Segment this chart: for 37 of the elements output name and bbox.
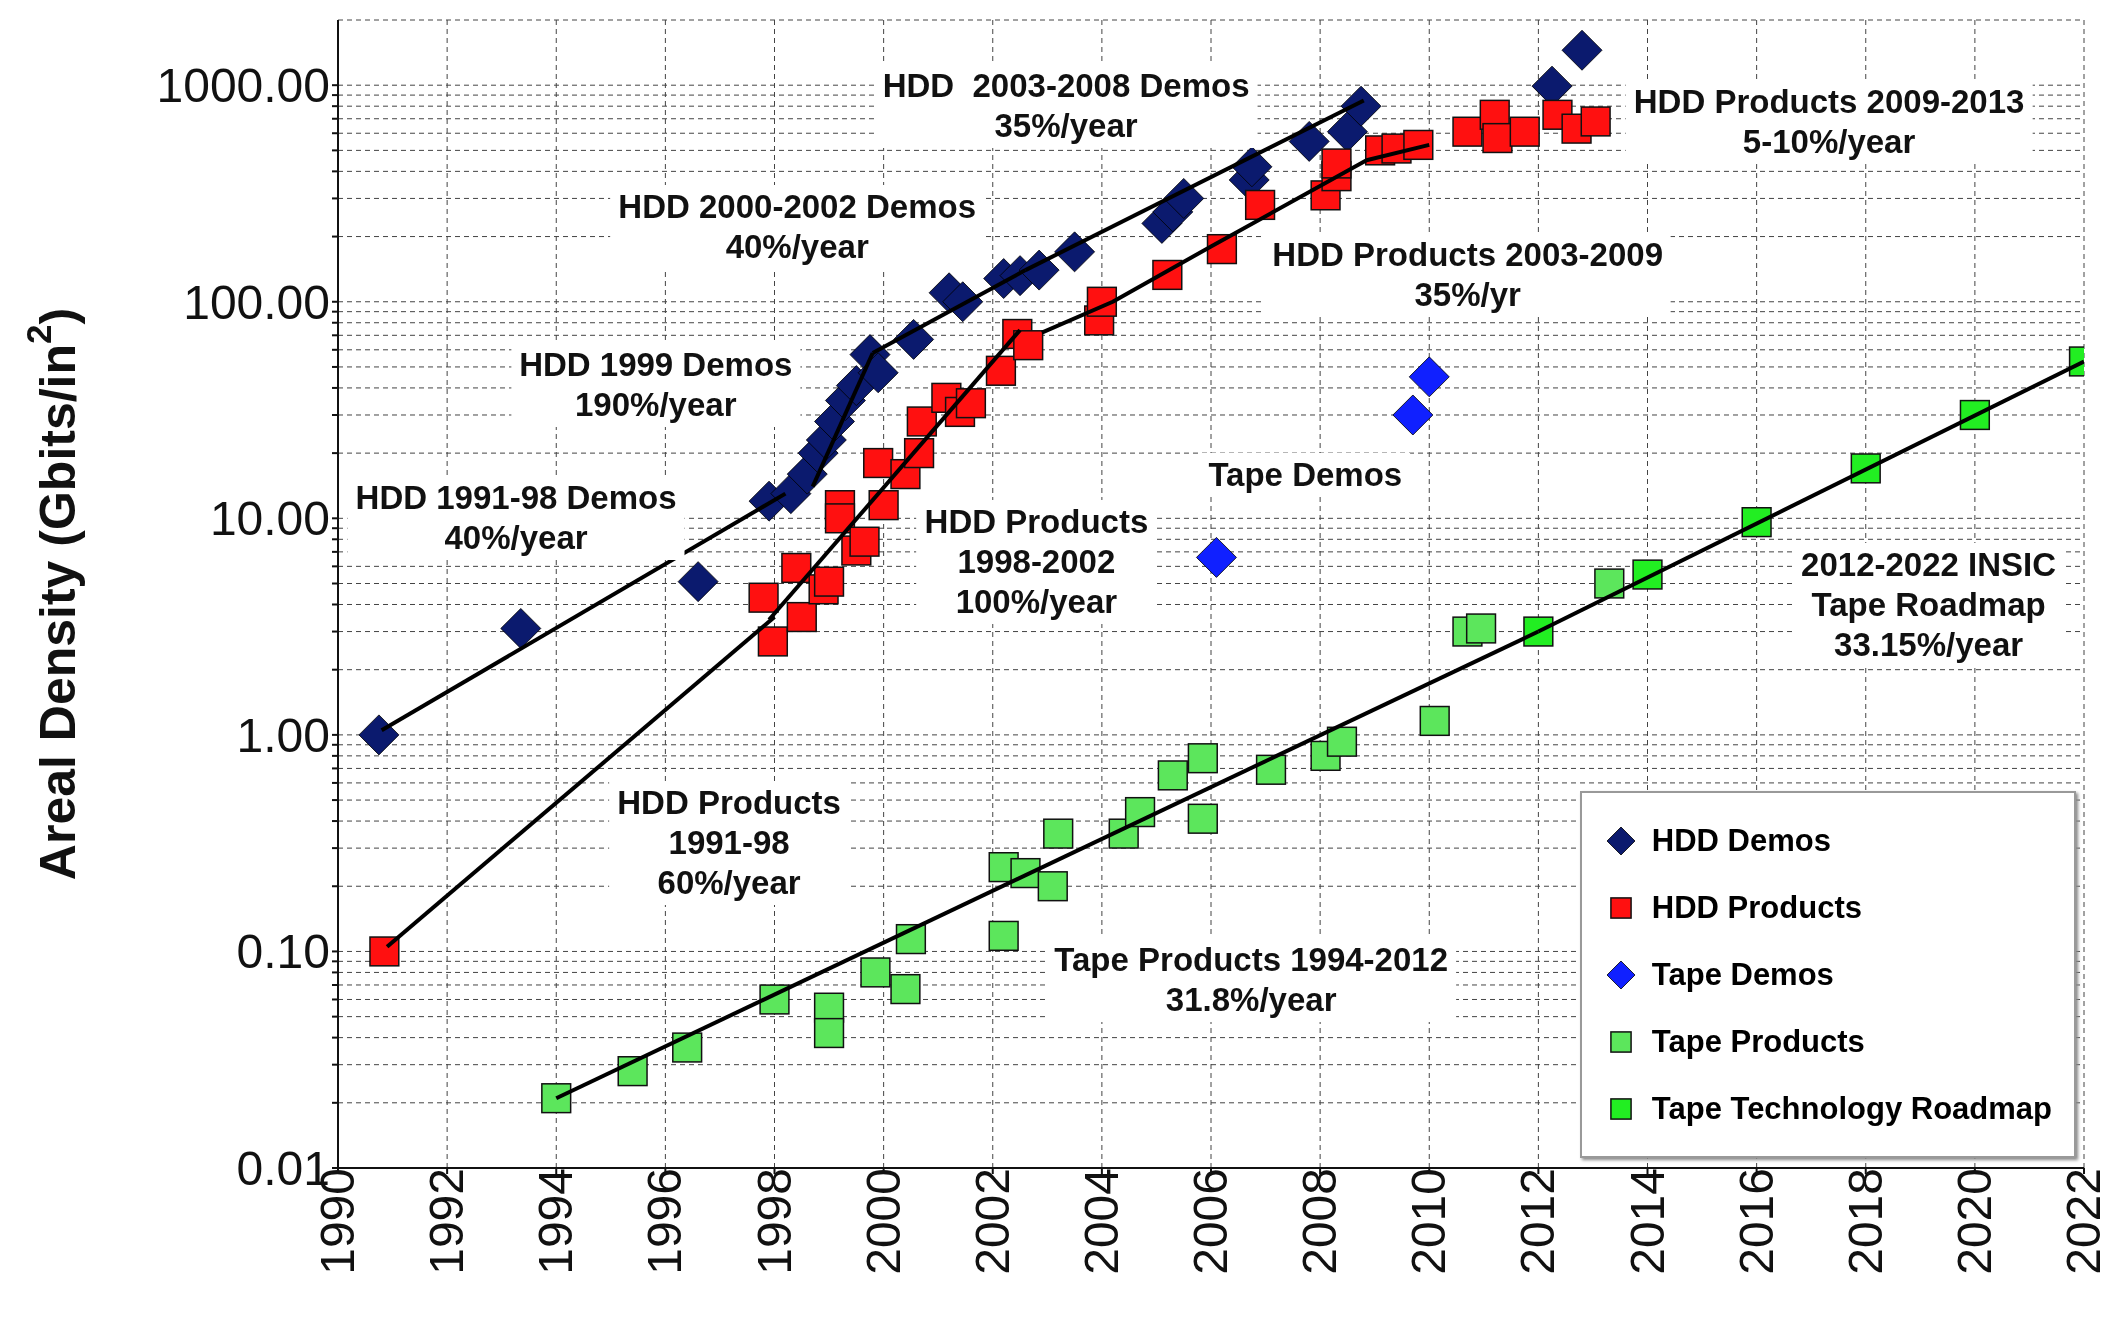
y-tick-label: 1000.00: [156, 59, 330, 113]
annotation: HDD Products 2009-2013 5-10%/year: [1625, 80, 2033, 165]
y-tick-label: 0.10: [236, 925, 330, 979]
y-tick-label: 10.00: [209, 492, 330, 546]
annotation: Tape Demos: [1200, 452, 1411, 497]
x-tick-label: 2008: [1293, 1168, 1347, 1275]
x-tick-label: 1994: [529, 1168, 583, 1275]
annotation: HDD 2003-2008 Demos 35%/year: [874, 64, 1258, 149]
x-tick-label: 2004: [1074, 1168, 1128, 1275]
annotation: Tape Products 1994-2012 31.8%/year: [1046, 937, 1457, 1022]
legend-label: Tape Products: [1651, 1023, 1865, 1060]
annotation: HDD Products 1998-2002 100%/year: [916, 499, 1157, 624]
x-tick-label: 2020: [1947, 1168, 2001, 1275]
y-tick-label: 100.00: [183, 275, 330, 329]
annotation: HDD Products 2003-2009 35%/yr: [1264, 232, 1671, 317]
legend-label: HDD Demos: [1651, 822, 1831, 859]
annotation: HDD 2000-2002 Demos 40%/year: [610, 184, 985, 269]
x-tick-label: 2014: [1620, 1168, 1674, 1275]
x-tick-label: 2000: [856, 1168, 910, 1275]
x-tick-label: 2016: [1729, 1168, 1783, 1275]
x-tick-label: 2018: [1838, 1168, 1892, 1275]
x-tick-label: 2022: [2057, 1168, 2111, 1275]
legend-label: Tape Demos: [1651, 956, 1834, 993]
x-tick-label: 2006: [1184, 1168, 1238, 1275]
annotation: 2012-2022 INSIC Tape Roadmap 33.15%/year: [1793, 543, 2065, 668]
x-tick-label: 2010: [1402, 1168, 1456, 1275]
annotation: HDD 1999 Demos 190%/year: [511, 343, 801, 428]
annotation: HDD Products 1991-98 60%/year: [609, 781, 849, 906]
legend-label: HDD Products: [1651, 889, 1862, 926]
x-tick-label: 2012: [1511, 1168, 1565, 1275]
x-tick-label: 2002: [965, 1168, 1019, 1275]
annotation: HDD 1991-98 Demos 40%/year: [347, 476, 685, 561]
x-tick-label: 1996: [638, 1168, 692, 1275]
x-tick-label: 1992: [420, 1168, 474, 1275]
y-tick-label: 1.00: [236, 708, 330, 762]
legend-label: Tape Technology Roadmap: [1651, 1090, 2052, 1127]
x-tick-label: 1998: [747, 1168, 801, 1275]
